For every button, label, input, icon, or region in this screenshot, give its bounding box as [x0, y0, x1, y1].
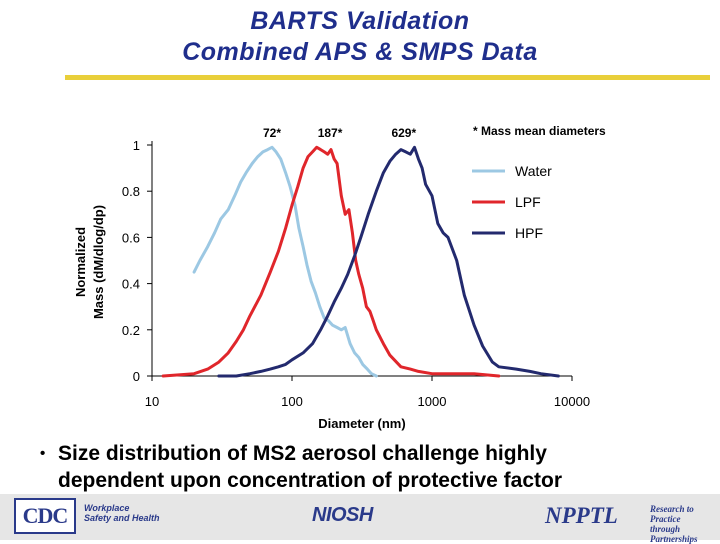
x-tick-label-10000: 10000 [554, 394, 590, 409]
series-line-hpf [217, 145, 560, 378]
cdc-logo: CDC [14, 498, 76, 534]
y-axis-title-line-2: Mass (dM/dlog/dp) [91, 205, 106, 319]
y-tick-label-0-8: 0.8 [122, 184, 140, 199]
bullet-line-1: Size distribution of MS2 aerosol challen… [58, 442, 547, 465]
title-line-2: Combined APS & SMPS Data [182, 38, 538, 66]
y-tick-label-1: 1 [133, 138, 140, 153]
cdc-tagline-line-2: Safety and Health [84, 513, 160, 523]
cdc-tagline-line-1: Workplace [84, 503, 130, 513]
particle-size-distribution-chart: 0 0.2 0.4 0.6 0.8 1 10 100 1000 10000 Diameter (nm… [73, 124, 606, 431]
y-tick-label-0-6: 0.6 [122, 230, 140, 245]
footer-bar: CDC Workplace Safety and Health NIOSH NP… [0, 494, 720, 544]
title-underline [65, 75, 710, 80]
npptl-tagline-line-2: through Partnerships [650, 524, 698, 544]
bullet-point: • Size distribution of MS2 aerosol chall… [40, 440, 700, 494]
x-tick-label-10: 10 [145, 394, 159, 409]
x-tick-label-1000: 1000 [418, 394, 447, 409]
legend-title: * Mass mean diameters [473, 124, 606, 138]
annotation-629: 629* [391, 126, 416, 140]
slide-title: BARTS Validation Combined APS & SMPS Dat… [0, 6, 720, 68]
bullet-line-2: dependent upon concentration of protecti… [58, 469, 563, 492]
x-tick-label-100: 100 [281, 394, 303, 409]
series-line-lpf [161, 145, 501, 378]
npptl-tagline: Research to Practice through Partnership… [650, 504, 720, 544]
npptl-tagline-line-1: Research to Practice [650, 504, 694, 524]
y-axis-title: Normalized Mass (dM/dlog/dp) [73, 205, 106, 319]
legend-label-hpf: HPF [515, 225, 543, 241]
annotation-72: 72* [263, 126, 281, 140]
y-tick-label-0-4: 0.4 [122, 277, 140, 292]
niosh-logo: NIOSH [312, 504, 373, 526]
y-axis-title-line-1: Normalized [73, 227, 88, 297]
y-tick-label-0-2: 0.2 [122, 323, 140, 338]
legend-label-lpf: LPF [515, 194, 541, 210]
cdc-tagline: Workplace Safety and Health [84, 503, 160, 523]
legend-label-water: Water [515, 163, 552, 179]
title-line-1: BARTS Validation [250, 7, 470, 35]
npptl-logo: NPPTL [545, 503, 618, 528]
y-tick-label-0: 0 [133, 369, 140, 384]
bullet-icon: • [40, 445, 46, 462]
x-axis-title: Diameter (nm) [318, 416, 405, 431]
series-line-water [192, 145, 378, 378]
annotation-187: 187* [318, 126, 343, 140]
